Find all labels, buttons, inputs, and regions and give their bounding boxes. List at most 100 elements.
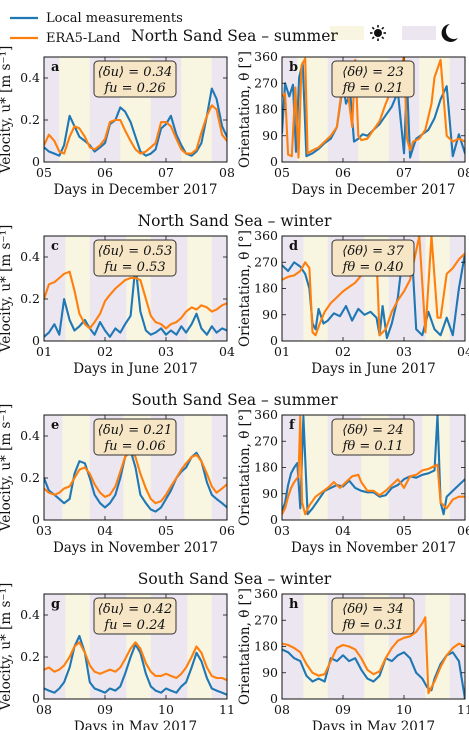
x-axis-label: Days in June 2017 [311, 361, 435, 377]
x-tick-label: 08 [219, 165, 235, 180]
stats-delta: ⟨δθ⟩ = 34 [342, 602, 404, 617]
panel-c: 0 0.2 0.4 01 02 03 04 Days in June 2017 Velocity… [0, 225, 235, 377]
night-band [211, 236, 227, 341]
x-axis-label: Days in November 2017 [53, 540, 218, 556]
series-line-era5 [44, 270, 227, 330]
stats-box [331, 418, 415, 456]
y-tick-label: 360 [254, 228, 278, 243]
x-tick-label: 05 [158, 523, 174, 538]
y-tick-label: 0 [32, 154, 40, 169]
x-tick-label: 02 [335, 344, 351, 359]
y-tick-label: 0 [270, 333, 278, 348]
axis-frame [43, 56, 228, 163]
panel-letter: c [51, 239, 59, 254]
y-axis-label: Orientation, θ [°] [237, 230, 253, 347]
night-band [211, 594, 227, 699]
stats-f: fθ = 0.11 [342, 439, 404, 454]
stats-delta: ⟨δu⟩ = 0.21 [98, 423, 172, 438]
plot-grid: North Sand Sea – summer North Sand Sea – … [0, 27, 469, 730]
y-tick-label: 0.2 [20, 649, 40, 664]
y-tick-label: 0.2 [20, 470, 40, 485]
y-tick-label: 0 [270, 154, 278, 169]
series-line-era5 [282, 57, 465, 159]
stats-delta: ⟨δθ⟩ = 23 [342, 65, 404, 80]
sun-icon [370, 25, 386, 41]
section-title-4: South Sand Sea – winter [138, 570, 332, 588]
x-tick-label: 08 [274, 702, 290, 717]
x-tick-label: 06 [219, 523, 235, 538]
panel-g: 0 0.2 0.4 08 09 10 11 Days in May 2017 Velocity,… [0, 583, 235, 730]
stats-box [93, 418, 177, 456]
legend-day-swatch [330, 26, 364, 40]
section-title-1: North Sand Sea – summer [131, 27, 338, 45]
series-group [44, 449, 227, 513]
series-group [282, 415, 465, 516]
x-tick-label: 07 [396, 165, 412, 180]
stats-box [93, 239, 177, 277]
y-axis-label: Velocity, u* [m s⁻¹] [0, 225, 14, 354]
series-line-local [44, 449, 227, 513]
panel-letter: b [289, 60, 298, 75]
stats-box [331, 60, 415, 98]
y-tick-label: 270 [254, 612, 278, 627]
y-tick-label: 0 [32, 512, 40, 527]
x-tick-label: 03 [158, 344, 174, 359]
x-tick-label: 03 [396, 344, 412, 359]
series-group [282, 57, 465, 159]
y-tick-label: 0.4 [20, 249, 40, 264]
y-tick-label: 270 [254, 75, 278, 90]
y-tick-label: 360 [254, 49, 278, 64]
y-tick-label: 0 [270, 512, 278, 527]
x-tick-label: 11 [457, 702, 469, 717]
y-tick-label: 90 [262, 128, 278, 143]
moon-icon [441, 24, 458, 42]
x-tick-label: 10 [396, 702, 412, 717]
x-tick-label: 05 [396, 523, 412, 538]
y-tick-label: 90 [262, 307, 278, 322]
stats-delta: ⟨δθ⟩ = 24 [342, 423, 404, 438]
x-axis-label: Days in November 2017 [291, 540, 456, 556]
stats-f: fθ = 0.21 [342, 81, 404, 96]
y-axis-label: Velocity, u* [m s⁻¹] [0, 46, 14, 175]
x-tick-label: 11 [219, 702, 235, 717]
stats-f: fθ = 0.40 [342, 260, 404, 275]
stats-f: fu = 0.26 [103, 81, 165, 96]
y-tick-label: 0.4 [20, 428, 40, 443]
x-axis-label: Days in June 2017 [73, 361, 197, 377]
x-axis-label: Days in May 2017 [74, 719, 197, 730]
x-tick-label: 02 [97, 344, 113, 359]
y-tick-label: 0 [32, 333, 40, 348]
x-tick-label: 06 [97, 165, 113, 180]
x-tick-label: 06 [457, 523, 469, 538]
x-tick-label: 03 [36, 523, 52, 538]
x-tick-label: 07 [158, 165, 174, 180]
y-tick-label: 0.2 [20, 112, 40, 127]
night-band [282, 236, 304, 341]
panel-d: 0 90 180 270 360 01 02 03 04 Days in June 2017 Ori… [237, 228, 469, 377]
legend: Local measurements ERA5-Land [10, 11, 458, 46]
y-tick-label: 270 [254, 433, 278, 448]
y-tick-label: 0 [32, 691, 40, 706]
x-tick-label: 01 [274, 344, 290, 359]
x-tick-label: 04 [97, 523, 113, 538]
stats-delta: ⟨δu⟩ = 0.34 [98, 65, 172, 80]
stats-box [93, 597, 177, 635]
y-axis-label: Orientation, θ [°] [237, 588, 253, 705]
stats-f: fu = 0.06 [103, 439, 165, 454]
section-title-2: North Sand Sea – winter [138, 212, 332, 230]
series-line-era5 [44, 449, 227, 505]
y-tick-label: 0 [270, 691, 278, 706]
y-tick-label: 0.2 [20, 291, 40, 306]
x-tick-label: 04 [219, 344, 235, 359]
stats-f: fθ = 0.31 [342, 618, 404, 633]
panel-letter: f [289, 418, 296, 433]
y-tick-label: 90 [262, 665, 278, 680]
y-tick-label: 0.4 [20, 607, 40, 622]
x-tick-label: 08 [457, 165, 469, 180]
night-band [44, 594, 66, 699]
stats-box [93, 60, 177, 98]
